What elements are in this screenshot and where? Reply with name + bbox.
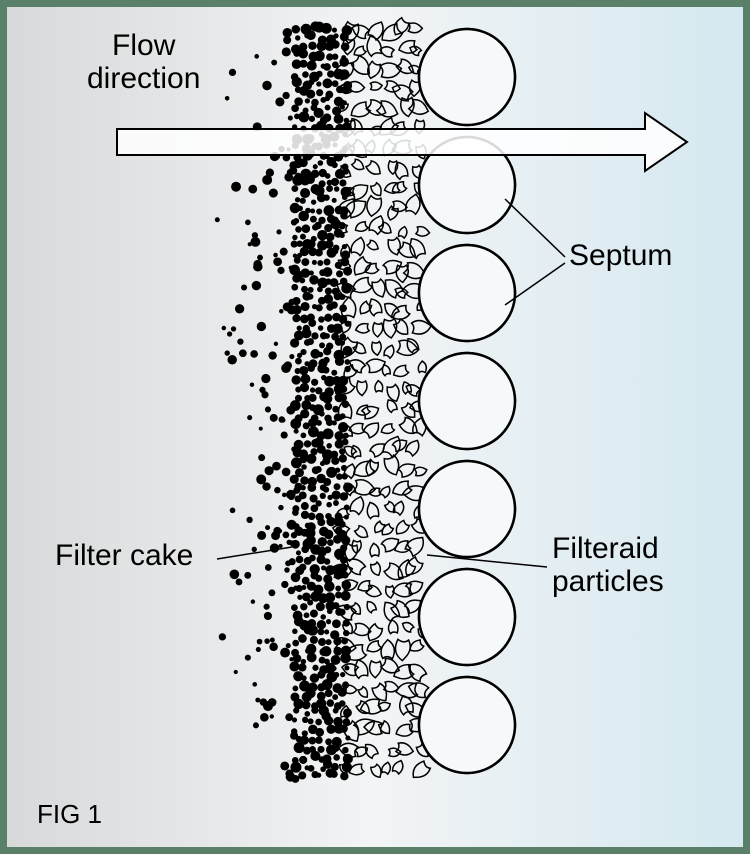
filter-cake-label: Filter cake [55, 539, 193, 572]
septum-label: Septum [569, 239, 672, 272]
diagram-svg [7, 7, 743, 847]
figure-caption: FIG 1 [37, 800, 102, 829]
filteraid-label: Filteraid particles [552, 532, 664, 598]
figure-frame: Flow direction Septum Filter cake Filter… [0, 0, 750, 854]
flow-direction-label: Flow direction [87, 29, 200, 95]
